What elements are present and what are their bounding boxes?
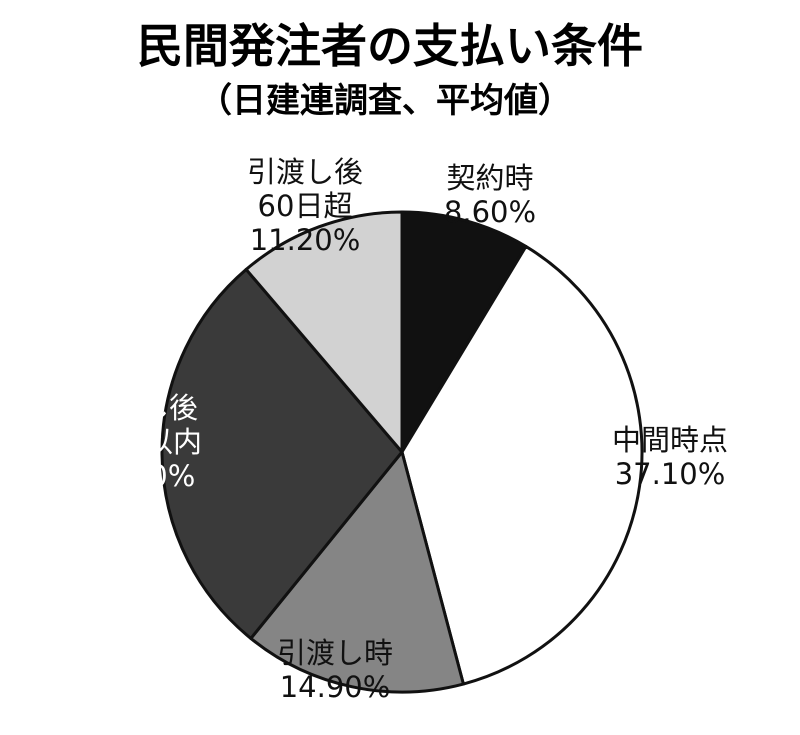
pie-slice-1 xyxy=(400,210,528,454)
slice-category-label: 60日以内 xyxy=(78,425,202,459)
pie-slice-4 xyxy=(160,267,404,640)
chart-title: 民間発注者の支払い条件 xyxy=(137,19,643,73)
slice-value-label: 14.90% xyxy=(280,670,391,704)
pie-slices xyxy=(160,210,644,694)
chart-subtitle: （日建連調査、平均値） xyxy=(198,81,572,121)
pie-slice-3 xyxy=(249,450,465,694)
slice-labels: 契約時 8.60%中間時点 37.10%引渡し時 14.90%引渡し後 60日以内 27.… xyxy=(78,155,728,704)
pie-slice-2 xyxy=(400,244,644,686)
slice-value-label: 37.10% xyxy=(615,457,726,491)
slice-label-2: 中間時点 37.10% xyxy=(612,423,728,491)
slice-category-label: 引渡し時 xyxy=(277,636,393,670)
slice-value-label: 27.80% xyxy=(85,459,196,493)
slice-category-label: 引渡し後 xyxy=(82,391,198,425)
slice-category-label: 60日超 xyxy=(258,189,353,223)
slice-value-label: 8.60% xyxy=(444,195,536,229)
slice-category-label: 中間時点 xyxy=(612,423,728,457)
slice-value-label: 11.20% xyxy=(250,223,361,257)
slice-category-label: 引渡し後 xyxy=(247,155,363,189)
slice-label-1: 契約時 8.60% xyxy=(444,161,536,229)
pie-slice-5 xyxy=(244,210,404,454)
slice-category-label: 契約時 xyxy=(446,161,533,195)
slice-label-4: 引渡し後 60日以内 27.80% xyxy=(78,391,202,493)
slice-label-3: 引渡し時 14.90% xyxy=(277,636,393,704)
slice-label-5: 引渡し後 60日超 11.20% xyxy=(247,155,363,257)
